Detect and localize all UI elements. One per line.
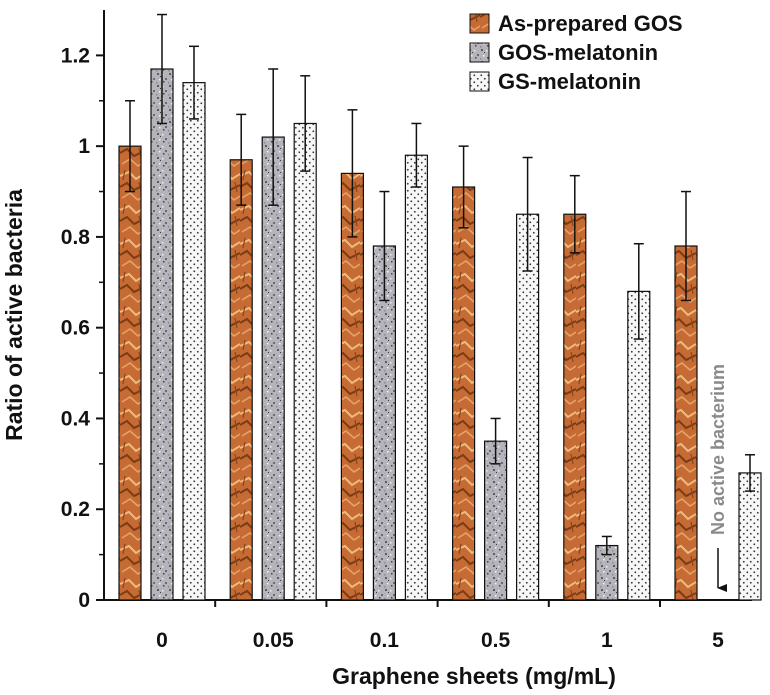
x-tick-label-0-5: 0.5	[481, 629, 511, 652]
legend-label-gos-melatonin: GOS-melatonin	[498, 40, 658, 65]
y-tick-label-2: 0.4	[61, 407, 91, 430]
legend-entry-gos-melatonin: GOS-melatonin	[469, 40, 658, 65]
bar-gs-melatonin-0-1	[404, 154, 428, 601]
x-axis-title: Graphene sheets (mg/mL)	[332, 663, 616, 689]
bar-gs-melatonin-0-5	[515, 213, 540, 601]
bar-gos-melatonin-0	[150, 68, 174, 601]
legend-swatch-as-prepared-gos	[469, 13, 490, 34]
legend: As-prepared GOS GOS-melatonin GS-melaton…	[469, 11, 683, 94]
bar-gs-melatonin-0	[182, 82, 206, 601]
x-axis-ticks: 0 0.05 0.1 0.5 1 5	[156, 600, 724, 652]
bar-gos-melatonin-0-5	[484, 440, 508, 601]
x-tick-label-5: 5	[712, 629, 724, 652]
axes: 0 0.2 0.4 0.6 0.8 1 1.2 0 0.05 0.1 0.5 1 5	[61, 10, 752, 652]
y-axis-ticks: 0 0.2 0.4 0.6 0.8 1 1.2	[61, 44, 104, 612]
bar-as-prepared-gos-0	[118, 145, 142, 601]
y-tick-label-3: 0.6	[61, 317, 90, 340]
bar-gs-melatonin-5	[738, 472, 762, 601]
y-axis-title: Ratio of active bacteria	[1, 189, 27, 441]
y-tick-label-5: 1	[78, 135, 90, 158]
x-tick-label-0: 0	[156, 629, 168, 652]
bar-as-prepared-gos-1	[563, 213, 587, 601]
bar-series-group	[118, 68, 762, 601]
y-tick-label-1: 0.2	[61, 498, 90, 521]
y-tick-label-0: 0	[78, 589, 90, 612]
bar-gs-melatonin-0-05	[293, 122, 317, 601]
bar-gos-melatonin-0-05	[261, 136, 285, 601]
y-tick-label-4: 0.8	[61, 226, 91, 249]
x-tick-label-0-05: 0.05	[253, 629, 294, 652]
legend-label-gs-melatonin: GS-melatonin	[498, 69, 641, 94]
annotation-text: No active bacterium	[708, 364, 728, 535]
bar-as-prepared-gos-0-05	[229, 159, 253, 601]
x-tick-label-1: 1	[601, 629, 613, 652]
x-tick-label-0-1: 0.1	[370, 629, 400, 652]
legend-label-as-prepared-gos: As-prepared GOS	[498, 11, 683, 36]
legend-swatch-gos-melatonin	[469, 42, 490, 63]
legend-entry-as-prepared-gos: As-prepared GOS	[469, 11, 683, 36]
bar-as-prepared-gos-0-5	[452, 186, 476, 601]
annotation-no-active-bacterium: No active bacterium	[708, 364, 728, 592]
legend-swatch-gs-melatonin	[469, 71, 490, 92]
legend-entry-gs-melatonin: GS-melatonin	[469, 69, 641, 94]
y-tick-label-6: 1.2	[61, 44, 90, 67]
error-bar-group	[125, 13, 755, 556]
